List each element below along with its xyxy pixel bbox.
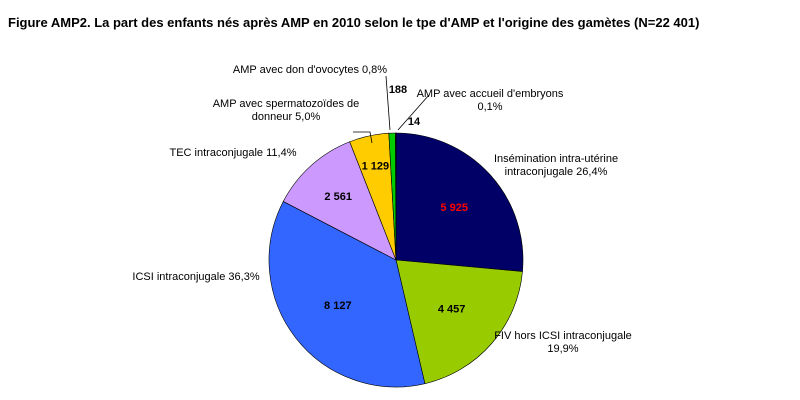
category-label-iiu: Insémination intra-utérine intraconjugale… <box>494 153 618 178</box>
value-label-ovocytes: 188 <box>389 84 407 96</box>
pie-slice-tec <box>282 141 397 261</box>
value-label-iiu: 5 925 <box>440 202 468 214</box>
category-label-fiv: FIV hors ICSI intraconjugale 19,9% <box>494 330 632 355</box>
category-label-icsi: ICSI intraconjugale 36,3% <box>132 271 259 283</box>
pie-slice-iiu <box>395 132 524 272</box>
value-label-embryons: 14 <box>408 116 421 128</box>
value-label-tec: 2 561 <box>324 191 352 203</box>
category-label-spermatozoides: AMP avec spermatozoïdes de donneur 5,0% <box>213 98 360 123</box>
category-label-ovocytes: AMP avec don d'ovocytes 0,8% <box>233 64 387 76</box>
pie-slice-embryons <box>395 132 397 261</box>
category-label-tec: TEC intraconjugale 11,4% <box>170 147 297 159</box>
pie-slice-icsi <box>268 201 426 388</box>
leader-line-ovocytes <box>385 75 391 131</box>
leader-lines <box>353 75 430 144</box>
value-labels: 5 925 4 457 8 127 2 561 1 129 188 14 <box>324 84 468 315</box>
value-label-fiv: 4 457 <box>438 303 466 315</box>
category-labels: Insémination intra-utérine intraconjugale… <box>132 64 631 355</box>
category-label-embryons: AMP avec accueil d'embryons 0,1% <box>417 88 564 113</box>
pie-slice-fiv <box>395 259 523 385</box>
leader-line-spermatozoides <box>353 131 373 144</box>
leader-line-embryons <box>397 94 430 131</box>
chart-title: Figure AMP2. La part des enfants nés apr… <box>8 15 699 30</box>
value-label-icsi: 8 127 <box>324 300 352 312</box>
pie-slices <box>268 132 524 388</box>
value-label-spermatozoides: 1 129 <box>362 161 390 173</box>
